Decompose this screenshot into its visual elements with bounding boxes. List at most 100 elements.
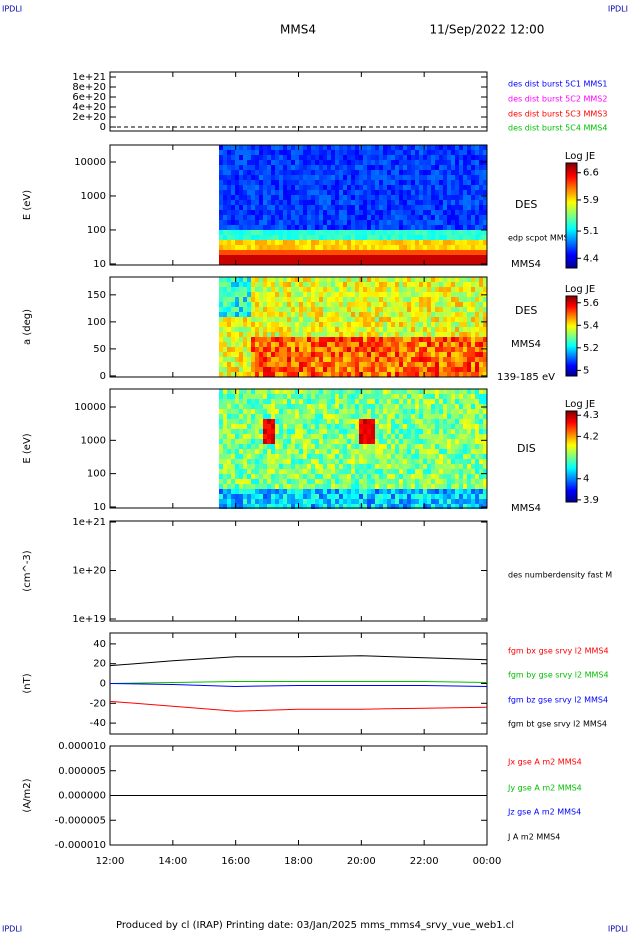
spectrogram-cell xyxy=(223,399,227,404)
spectrogram-cell xyxy=(243,439,247,444)
spectrogram-cell xyxy=(387,150,391,155)
spectrogram-cell xyxy=(463,357,467,362)
spectrogram-cell xyxy=(279,372,283,377)
spectrogram-cell xyxy=(359,399,363,404)
spectrogram-cell xyxy=(347,215,351,220)
spectrogram-cell xyxy=(403,434,407,439)
spectrogram-cell xyxy=(263,367,267,372)
spectrogram-cell xyxy=(351,220,355,225)
spectrogram-cell xyxy=(395,235,399,240)
spectrogram-cell xyxy=(419,180,423,185)
spectrogram-cell xyxy=(315,145,319,150)
spectrogram-cell xyxy=(243,175,247,180)
spectrogram-cell xyxy=(411,175,415,180)
spectrogram-cell xyxy=(271,327,275,332)
spectrogram-cell xyxy=(231,230,235,235)
spectrogram-cell xyxy=(367,419,371,424)
spectrogram-cell xyxy=(391,255,395,260)
spectrogram-cell xyxy=(283,215,287,220)
spectrogram-cell xyxy=(459,434,463,439)
spectrogram-cell xyxy=(259,245,263,250)
spectrogram-cell xyxy=(419,389,423,394)
spectrogram-cell xyxy=(303,175,307,180)
spectrogram-cell xyxy=(423,342,427,347)
spectrogram-cell xyxy=(367,352,371,357)
spectrogram-cell xyxy=(371,145,375,150)
spectrogram-cell xyxy=(371,367,375,372)
spectrogram-cell xyxy=(235,429,239,434)
spectrogram-cell xyxy=(339,175,343,180)
spectrogram-cell xyxy=(415,287,419,292)
spectrogram-cell xyxy=(467,327,471,332)
spectrogram-cell xyxy=(263,195,267,200)
spectrogram-cell xyxy=(375,282,379,287)
spectrogram-cell xyxy=(311,454,315,459)
spectrogram-cell xyxy=(231,250,235,255)
spectrogram-cell xyxy=(331,150,335,155)
spectrogram-cell xyxy=(423,170,427,175)
spectrogram-cell xyxy=(399,464,403,469)
spectrogram-cell xyxy=(323,449,327,454)
spectrogram-cell xyxy=(339,454,343,459)
spectrogram-cell xyxy=(431,399,435,404)
spectrogram-cell xyxy=(303,414,307,419)
spectrogram-cell xyxy=(359,225,363,230)
spectrogram-cell xyxy=(355,317,359,322)
spectrogram-cell xyxy=(455,479,459,484)
spectrogram-cell xyxy=(323,479,327,484)
spectrogram-cell xyxy=(351,429,355,434)
spectrogram-cell xyxy=(255,155,259,160)
spectrogram-cell xyxy=(415,317,419,322)
spectrogram-cell xyxy=(431,499,435,504)
spectrogram-cell xyxy=(483,474,487,479)
spectrogram-cell xyxy=(427,347,431,352)
spectrogram-cell xyxy=(359,240,363,245)
spectrogram-cell xyxy=(335,215,339,220)
spectrogram-cell xyxy=(339,170,343,175)
spectrogram-cell xyxy=(251,394,255,399)
spectrogram-cell xyxy=(223,464,227,469)
spectrogram-cell xyxy=(331,297,335,302)
spectrogram-cell xyxy=(339,185,343,190)
spectrogram-cell xyxy=(379,409,383,414)
spectrogram-cell xyxy=(291,404,295,409)
spectrogram-cell xyxy=(243,150,247,155)
spectrogram-cell xyxy=(459,292,463,297)
spectrogram-cell xyxy=(251,190,255,195)
spectrogram-cell xyxy=(251,389,255,394)
spectrogram-cell xyxy=(327,287,331,292)
spectrogram-cell xyxy=(347,190,351,195)
spectrogram-cell xyxy=(399,357,403,362)
spectrogram-cell xyxy=(315,245,319,250)
spectrogram-cell xyxy=(451,260,455,265)
spectrogram-cell xyxy=(331,409,335,414)
spectrogram-cell xyxy=(475,367,479,372)
spectrogram-cell xyxy=(299,352,303,357)
spectrogram-cell xyxy=(235,362,239,367)
spectrogram-cell xyxy=(367,245,371,250)
spectrogram-cell xyxy=(331,464,335,469)
spectrogram-cell xyxy=(331,165,335,170)
spectrogram-cell xyxy=(263,352,267,357)
spectrogram-cell xyxy=(447,230,451,235)
spectrogram-cell xyxy=(351,317,355,322)
spectrogram-cell xyxy=(467,250,471,255)
spectrogram-cell xyxy=(475,409,479,414)
spectrogram-cell xyxy=(295,170,299,175)
spectrogram-cell xyxy=(471,317,475,322)
spectrogram-cell xyxy=(335,352,339,357)
spectrogram-cell xyxy=(351,260,355,265)
spectrogram-cell xyxy=(343,220,347,225)
spectrogram-cell xyxy=(399,484,403,489)
spectrogram-cell xyxy=(367,302,371,307)
spectrogram-cell xyxy=(355,434,359,439)
spectrogram-cell xyxy=(407,499,411,504)
spectrogram-cell xyxy=(427,429,431,434)
spectrogram-cell xyxy=(295,160,299,165)
spectrogram-cell xyxy=(231,484,235,489)
spectrogram-cell xyxy=(447,444,451,449)
spectrogram-cell xyxy=(339,489,343,494)
spectrogram-cell xyxy=(387,277,391,282)
spectrogram-cell xyxy=(431,170,435,175)
spectrogram-cell xyxy=(439,342,443,347)
